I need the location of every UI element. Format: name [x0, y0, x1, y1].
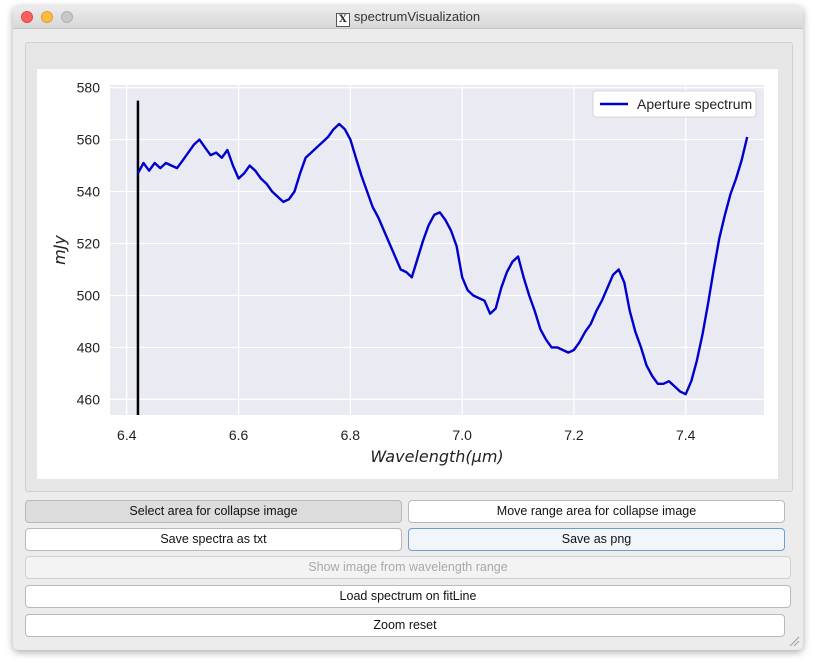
save-png-button[interactable]: Save as png: [408, 528, 785, 551]
legend-box: [592, 90, 757, 118]
plot-area: [110, 85, 764, 415]
window-title-text: spectrumVisualization: [353, 9, 481, 24]
y-tick-label: 540: [77, 184, 101, 200]
x-tick-label: 6.6: [229, 427, 249, 443]
y-tick-label: 580: [77, 80, 101, 96]
save-txt-button[interactable]: Save spectra as txt: [25, 528, 402, 551]
x11-app-icon: X: [335, 13, 350, 27]
show-image-button: Show image from wavelength range: [25, 556, 791, 579]
load-fitline-button[interactable]: Load spectrum on fitLine: [25, 585, 791, 608]
y-axis-label: mJy: [50, 235, 69, 265]
plot-frame: 460 480 500 520 540 560 580 6.4 6.6 6.8 7.0 7.2 7.4…: [25, 42, 793, 492]
close-window-button[interactable]: [21, 11, 33, 23]
move-range-button[interactable]: Move range area for collapse image: [408, 500, 785, 523]
x-tick-label: 7.2: [564, 427, 584, 443]
x-tick-label: 6.8: [341, 427, 361, 443]
y-tick-label: 480: [77, 339, 101, 355]
x-tick-labels: 6.4 6.6 6.8 7.0 7.2 7.4: [117, 427, 696, 443]
zoom-window-button[interactable]: [61, 11, 73, 23]
x-axis-label: Wavelength(μm): [370, 447, 503, 466]
y-tick-label: 460: [77, 391, 101, 407]
plot-canvas[interactable]: 460 480 500 520 540 560 580 6.4 6.6 6.8 7.0 7.2 7.4…: [37, 69, 778, 479]
y-tick-label: 520: [77, 236, 101, 252]
y-tick-labels: 460 480 500 520 540 560 580: [77, 80, 101, 408]
legend-label: Aperture spectrum: [637, 96, 752, 112]
x-tick-label: 6.4: [117, 427, 137, 443]
legend: Aperture spectrum: [592, 90, 757, 118]
spectrum-chart[interactable]: 460 480 500 520 540 560 580 6.4 6.6 6.8 7.0 7.2 7.4…: [37, 69, 778, 479]
minimize-window-button[interactable]: [41, 11, 53, 23]
x-tick-label: 7.4: [676, 427, 696, 443]
y-tick-label: 500: [77, 287, 101, 303]
resize-grip-icon[interactable]: [788, 635, 800, 647]
x-tick-label: 7.0: [452, 427, 472, 443]
y-tick-label: 560: [77, 132, 101, 148]
select-area-button[interactable]: Select area for collapse image: [25, 500, 402, 523]
zoom-reset-button[interactable]: Zoom reset: [25, 614, 785, 637]
aperture-spectrum-line: [136, 122, 749, 396]
